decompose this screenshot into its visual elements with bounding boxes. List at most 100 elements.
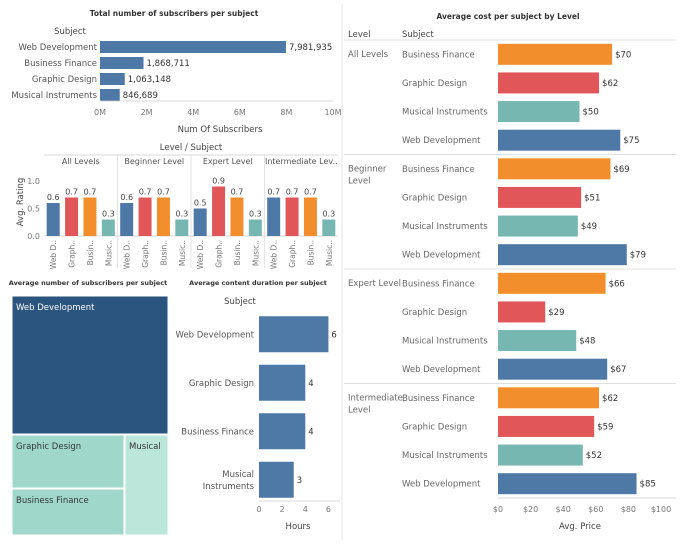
data-label: $66 [609,279,625,289]
level-label: Intermediate [348,394,403,404]
chart-title: Total number of subscribers per subject [90,9,259,18]
subject-label: Web Development [402,365,481,375]
panel-label: Beginner Level [124,157,184,166]
data-label: $62 [602,79,618,89]
bar [259,413,306,450]
bar [498,158,611,180]
data-label: $29 [548,308,564,318]
data-label: 0.3 [322,210,335,219]
treemap-cell [11,295,169,435]
data-label: 0.7 [139,188,152,197]
treemap-cell [11,488,125,536]
bar [498,101,580,123]
tick-label: Web D.. [123,240,132,269]
data-label: $59 [597,422,613,432]
tick-label: $40 [556,505,571,514]
data-label: $79 [630,251,646,261]
category-label: Web Development [176,330,255,340]
axis-label-x: Avg. Price [559,522,601,532]
subject-label: Musical Instruments [402,222,488,232]
category-label: Business Finance [24,59,97,69]
subject-label: Business Finance [402,165,475,175]
tick-label: Music.. [178,240,187,266]
bar [120,203,134,236]
data-label: $48 [579,337,595,347]
tick-label: $100 [651,505,671,514]
data-label: 0.9 [212,177,225,186]
bar [498,129,621,151]
tick-label: Music.. [104,240,113,266]
subscribers-chart: Total number of subscribers per subject S… [11,9,341,135]
subject-label: Web Development [402,480,481,490]
bar [259,316,329,353]
bar [100,89,120,101]
level-label: Level [348,177,370,187]
axis-label-x: Num Of Subscribers [178,125,263,135]
treemap-cell [11,434,125,489]
data-label: 0.5 [194,199,207,208]
tick-label: $60 [588,505,603,514]
bar [498,444,583,466]
bar [498,244,627,266]
column-header: Level [348,30,370,40]
bar [498,387,600,409]
data-label: 0.6 [47,193,60,202]
data-label: 0.7 [304,188,317,197]
data-label: $85 [640,480,656,490]
treemap-label: Musical [129,442,161,452]
data-label: $75 [623,136,639,146]
bar [498,72,600,94]
panel-label: All Levels [62,157,100,166]
bar [46,203,60,236]
data-label: $49 [581,222,597,232]
treemap-cell [124,434,169,536]
tick-label: Busin.. [306,240,315,265]
data-label: 4 [308,379,313,389]
bar [100,57,144,69]
subject-label: Web Development [402,136,481,146]
tick-label: $0 [493,505,503,514]
data-label: 0.7 [267,188,280,197]
bar [267,197,281,236]
tick-label: Music.. [325,240,334,266]
duration-chart: Average content duration per subject Subj… [176,279,340,532]
treemap-label: Graphic Design [16,442,81,452]
bar [322,219,336,236]
data-label: 4 [308,427,313,437]
tick-label: Busin.. [233,240,242,265]
category-label: Instruments [203,482,255,492]
bar [83,197,97,236]
chart-title: Average number of subscribers per subjec… [9,279,167,287]
tick-label: Web D.. [196,240,205,269]
chart-title: Average content duration per subject [189,279,327,287]
data-label: 0.7 [157,188,170,197]
category-label: Web Development [19,43,98,53]
tick-label: Graph.. [215,240,224,268]
treemap-chart: Average number of subscribers per subjec… [9,279,169,536]
bar [65,197,79,236]
bar [193,208,207,236]
data-label: 846,689 [123,91,158,101]
data-label: 0.7 [286,188,299,197]
level-label: Level [348,406,370,416]
bar [259,364,306,401]
bar [248,219,262,236]
category-label: Graphic Design [32,75,97,85]
tick-label: 0M [94,108,106,117]
bar [498,272,606,294]
axis-label-y: Subject [224,297,256,307]
bar [498,358,608,380]
data-label: 0.7 [231,188,244,197]
data-label: $70 [615,50,631,60]
tick-label: $20 [523,505,538,514]
tick-label: Music.. [251,240,260,266]
subject-label: Musical Instruments [402,108,488,118]
tick-label: $80 [621,505,636,514]
data-label: 1,063,148 [128,75,171,85]
bar [230,197,244,236]
price-chart: Average cost per subject by Level Level Su… [341,4,676,540]
data-label: 0.3 [175,210,188,219]
bar [498,301,546,323]
bar [303,197,317,236]
